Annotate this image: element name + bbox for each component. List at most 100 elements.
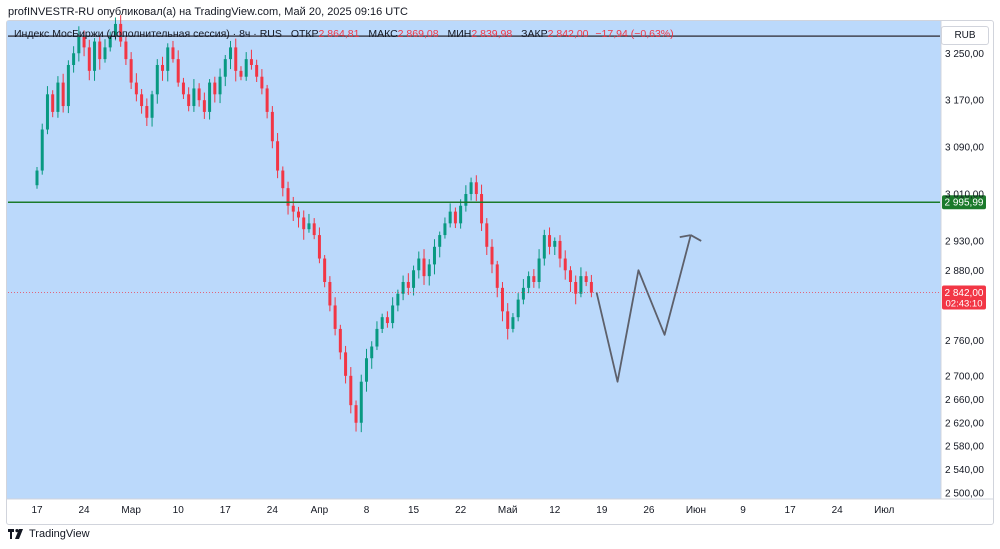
candle-body: [574, 281, 578, 294]
candle-body: [35, 170, 39, 186]
y-tick-label: 2 700,00: [945, 371, 984, 382]
brand-footer[interactable]: TradingView: [8, 528, 90, 540]
candle-body: [166, 47, 170, 71]
candle-body: [443, 223, 447, 236]
currency-button[interactable]: RUB: [941, 26, 989, 45]
candle-body: [61, 82, 65, 107]
open-label: ОТКР: [290, 28, 319, 40]
y-tick-label: 2 660,00: [945, 395, 984, 406]
candle-body: [527, 276, 531, 288]
candle-body: [77, 35, 81, 54]
y-tick-label: 2 880,00: [945, 266, 984, 277]
y-tick-label: 2 500,00: [945, 489, 984, 500]
candle-body: [56, 82, 60, 112]
candle-body: [229, 47, 233, 60]
candle-body: [87, 47, 91, 71]
y-tick-label: 3 250,00: [945, 49, 984, 60]
candle-body: [276, 141, 280, 171]
candle-body: [244, 59, 248, 77]
candle-body: [500, 287, 504, 312]
candle-body: [553, 240, 557, 247]
candle-body: [469, 182, 473, 195]
candle-body: [161, 64, 165, 71]
candle-body: [119, 23, 123, 42]
candle-body: [51, 94, 55, 112]
candle-body: [255, 64, 259, 77]
publication-header: profINVESTR-RU опубликовал(а) на Trading…: [8, 6, 408, 18]
candle-body: [98, 41, 102, 60]
x-tick-label: 10: [173, 505, 185, 516]
candle-body: [495, 264, 499, 288]
candle-body: [150, 94, 154, 118]
candles: [35, 15, 593, 433]
y-tick-label: 2 930,00: [945, 236, 984, 247]
x-tick-label: 17: [220, 505, 232, 516]
candle-body: [548, 235, 552, 247]
x-tick-label: Апр: [311, 505, 329, 516]
y-tick-label: 3 090,00: [945, 143, 984, 154]
candle-body: [354, 405, 358, 423]
candle-body: [532, 276, 536, 282]
close-label: ЗАКР: [521, 28, 548, 40]
candle-body: [427, 264, 431, 277]
candle-body: [307, 223, 311, 230]
time-axis: 17 24 Мар 10 17 24 Апр 8 15 22 Май 12 19 26 Июн 9 17 24 Ию…: [31, 505, 894, 516]
candle-body: [385, 317, 389, 324]
candle-body: [72, 53, 76, 65]
candle-body: [406, 281, 410, 288]
support-tag: [942, 195, 986, 210]
x-tick-label: Мар: [121, 505, 141, 516]
candle-body: [438, 235, 442, 247]
brand-name: TradingView: [29, 528, 90, 540]
countdown-label: 02:43:10: [946, 299, 983, 310]
tradingview-logo-icon: [8, 529, 24, 539]
candle-body: [422, 258, 426, 277]
candle-body: [155, 64, 159, 95]
candle-body: [129, 59, 133, 83]
high-value: 2 869,08: [397, 28, 439, 40]
candle-body: [323, 258, 327, 282]
candle-body: [380, 317, 384, 329]
candle-body: [239, 70, 243, 77]
candle-body: [338, 328, 342, 353]
candle-body: [364, 358, 368, 382]
projection: [595, 234, 702, 383]
candle-body: [506, 311, 510, 329]
y-tick-label: 3 170,00: [945, 96, 984, 107]
x-tick-label: 26: [643, 505, 655, 516]
candle-body: [113, 23, 117, 36]
plot-area: [7, 21, 941, 499]
candle-body: [370, 346, 374, 359]
candle-body: [464, 194, 468, 206]
x-tick-label: 17: [785, 505, 797, 516]
candle-body: [558, 240, 562, 259]
last-price-tag: [942, 285, 986, 310]
candle-body: [202, 100, 206, 112]
open-value: 2 864,81: [318, 28, 360, 40]
candle-body: [401, 281, 405, 294]
candle-body: [391, 305, 395, 324]
candle-body: [187, 94, 191, 107]
candle-body: [145, 106, 149, 118]
candle-body: [108, 35, 112, 48]
y-tick-label: 2 540,00: [945, 465, 984, 476]
candle-body: [579, 276, 583, 294]
candle-body: [568, 270, 572, 282]
x-tick-label: 22: [455, 505, 467, 516]
support-label: 2 995,99: [945, 198, 984, 209]
symbol-title: Индекс МосБиржи (дополнительная сессия) …: [14, 28, 282, 40]
candle-body: [537, 258, 541, 282]
candle-body: [45, 94, 49, 130]
price-axis: 3 250,00 3 170,00 3 090,00 3 010,00 2 930,00…: [945, 49, 984, 500]
change-value: −17,94 (−0,63%): [595, 28, 674, 40]
candle-body: [40, 129, 44, 171]
y-tick-label: 2 760,00: [945, 336, 984, 347]
candle-body: [589, 281, 593, 293]
candle-body: [328, 281, 332, 306]
candle-body: [542, 235, 546, 259]
close-value: 2 842,00: [547, 28, 589, 40]
x-tick-label: 9: [740, 505, 746, 516]
candle-body: [192, 88, 196, 107]
candle-body: [349, 375, 353, 406]
